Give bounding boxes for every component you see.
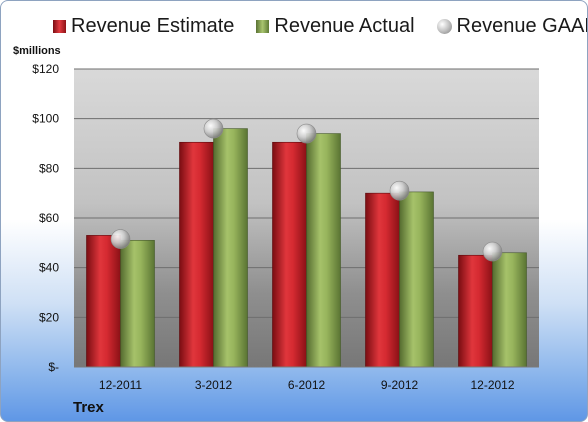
legend-swatch-actual [256, 20, 270, 33]
bar-revenue-actual [213, 128, 248, 368]
bar-revenue-estimate [458, 254, 493, 368]
x-tick-label: 9-2012 [381, 378, 419, 392]
y-tick-label: $40 [39, 261, 59, 275]
legend-item-estimate: Revenue Estimate [53, 15, 234, 38]
bar-revenue-actual [120, 240, 155, 368]
y-tick-label: $- [48, 360, 59, 374]
y-tick-label: $120 [32, 62, 59, 76]
legend-item-gaap: Revenue GAAP [436, 15, 588, 38]
legend-label-gaap: Revenue GAAP [456, 15, 588, 37]
y-axis-unit-label: $millions [13, 45, 61, 57]
bar-revenue-estimate [86, 235, 121, 368]
y-tick-label: $20 [39, 310, 59, 324]
legend-label-estimate: Revenue Estimate [71, 15, 235, 37]
marker-revenue-gaap [203, 118, 224, 139]
bar-revenue-estimate [179, 141, 214, 368]
y-tick-label: $80 [39, 161, 59, 175]
x-tick-label: 6-2012 [288, 378, 326, 392]
legend-swatch-gaap [436, 19, 452, 34]
x-tick-label: 3-2012 [195, 378, 233, 392]
x-tick-label: 12-2012 [470, 378, 514, 392]
bar-revenue-estimate [272, 141, 307, 368]
legend-item-actual: Revenue Actual [256, 15, 415, 38]
x-tick-label: 12-2011 [99, 378, 142, 392]
bar-revenue-estimate [365, 192, 400, 368]
marker-revenue-gaap [389, 180, 410, 201]
bar-revenue-actual [492, 252, 527, 368]
company-name: Trex [73, 399, 104, 416]
legend: Revenue Estimate Revenue Actual Revenue … [53, 15, 587, 38]
legend-swatch-estimate [53, 20, 66, 33]
legend-label-actual: Revenue Actual [274, 15, 415, 37]
y-tick-label: $100 [32, 112, 59, 126]
marker-revenue-gaap [482, 241, 503, 262]
marker-revenue-gaap [296, 123, 317, 144]
marker-revenue-gaap [110, 229, 131, 249]
y-tick-label: $60 [39, 211, 59, 225]
bar-revenue-actual [399, 191, 434, 368]
bar-revenue-actual [306, 133, 341, 368]
